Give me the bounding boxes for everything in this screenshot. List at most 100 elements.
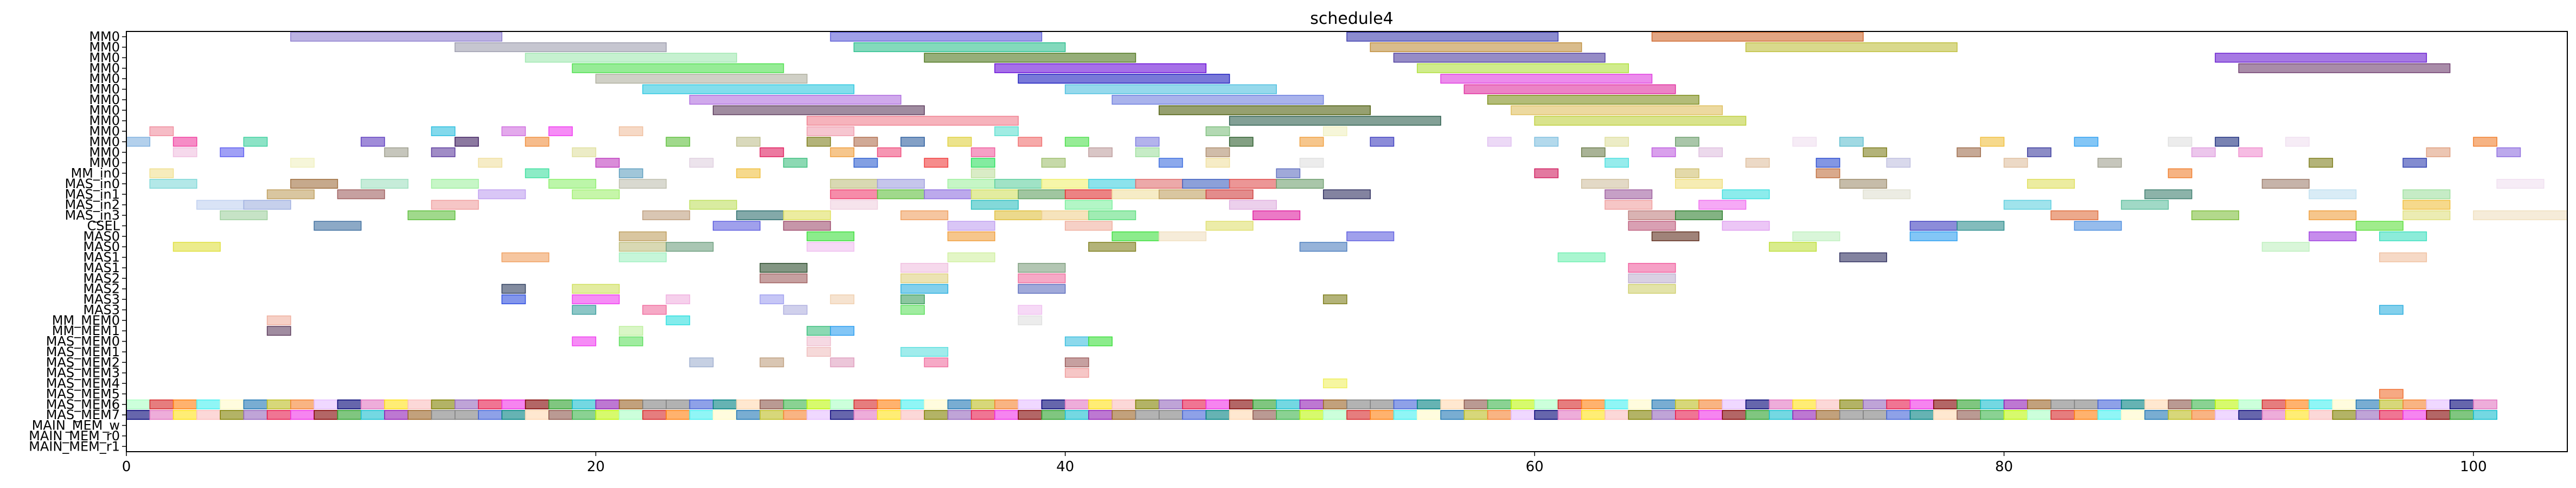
task-bar: [2215, 53, 2427, 63]
task-bar: [1018, 273, 1066, 284]
task-bar: [1957, 399, 1981, 409]
task-bar: [1393, 410, 1418, 420]
task-bar: [1557, 399, 1582, 409]
row-label: MAIN_MEM_w: [32, 418, 120, 433]
task-bar: [384, 410, 408, 420]
task-bar: [431, 147, 456, 157]
task-bar: [853, 158, 878, 168]
task-bar: [2050, 399, 2075, 409]
row-label: MAS_in0: [65, 176, 120, 191]
task-bar: [666, 137, 691, 147]
task-bar: [2379, 399, 2404, 409]
row-label: MAS_MEM0: [46, 334, 120, 349]
task-bar: [525, 137, 549, 147]
task-bar: [1370, 137, 1395, 147]
task-bar: [455, 137, 479, 147]
task-bar: [2168, 168, 2193, 178]
task-bar: [172, 242, 221, 252]
task-bar: [2261, 410, 2286, 420]
task-bar: [1018, 262, 1066, 273]
task-bar: [1816, 158, 1840, 168]
task-bar: [900, 262, 949, 273]
task-bar: [266, 410, 291, 420]
task-bar: [807, 399, 831, 409]
task-bar: [314, 410, 338, 420]
task-bar: [1886, 399, 1911, 409]
task-bar: [2355, 410, 2380, 420]
task-bar: [1933, 399, 1958, 409]
task-bar: [172, 147, 197, 157]
task-bar: [689, 357, 714, 368]
task-bar: [1018, 305, 1043, 315]
task-bar: [618, 252, 667, 262]
row-label: MM0: [89, 113, 120, 129]
task-bar: [290, 31, 503, 42]
task-bar: [2168, 410, 2193, 420]
task-bar: [2379, 389, 2404, 399]
task-bar: [337, 399, 362, 409]
task-bar: [572, 147, 597, 157]
task-bar: [994, 399, 1019, 409]
task-bar: [1041, 210, 1089, 221]
task-bar: [666, 315, 691, 325]
task-bar: [1065, 189, 1113, 200]
task-bar: [243, 410, 268, 420]
task-bar: [807, 336, 831, 346]
task-bar: [642, 84, 855, 94]
x-tick-label: 60: [1526, 459, 1544, 475]
task-bar: [1581, 410, 1606, 420]
task-bar: [2402, 189, 2451, 200]
task-bar: [220, 399, 245, 409]
task-bar: [618, 178, 667, 189]
row-label: MAS_MEM1: [46, 344, 120, 359]
task-bar: [1698, 200, 1747, 210]
task-bar: [1863, 410, 1887, 420]
task-bar: [1675, 210, 1723, 221]
task-bar: [1065, 368, 1089, 378]
task-bar: [1487, 410, 1512, 420]
task-bar: [1065, 336, 1089, 346]
task-bar: [572, 189, 620, 200]
task-bar: [807, 410, 831, 420]
task-bar: [2379, 252, 2427, 262]
task-bar: [830, 357, 855, 368]
task-bar: [1088, 210, 1136, 221]
task-bar: [1229, 399, 1254, 409]
task-bar: [1299, 399, 1324, 409]
task-bar: [1346, 399, 1371, 409]
row-label: MM0: [89, 29, 120, 44]
task-bar: [1182, 410, 1207, 420]
task-bar: [1135, 410, 1160, 420]
task-bar: [1839, 399, 1864, 409]
task-bar: [1675, 410, 1699, 420]
task-bar: [807, 346, 831, 357]
task-bar: [407, 410, 432, 420]
task-bar: [1816, 168, 1840, 178]
task-bar: [1322, 126, 1347, 137]
task-bar: [1628, 210, 1676, 221]
task-bar: [783, 158, 808, 168]
task-bar: [1463, 410, 1488, 420]
task-bar: [853, 42, 1066, 53]
task-bar: [1722, 221, 1770, 231]
task-bar: [1229, 200, 1277, 210]
task-bar: [1322, 294, 1347, 305]
task-bar: [2074, 410, 2099, 420]
task-bar: [1135, 178, 1183, 189]
task-bar: [666, 294, 691, 305]
task-bar: [1205, 147, 1230, 157]
task-bar: [149, 126, 174, 137]
task-bar: [1698, 410, 1723, 420]
row-label: MM0: [89, 124, 120, 139]
row-label: MM_in0: [71, 166, 120, 181]
task-bar: [736, 410, 761, 420]
task-bar: [266, 399, 291, 409]
task-bar: [572, 410, 597, 420]
task-bar: [1605, 399, 1629, 409]
task-bar: [1111, 189, 1160, 200]
task-bar: [384, 147, 408, 157]
task-bar: [1018, 399, 1043, 409]
task-bar: [759, 357, 784, 368]
task-bar: [924, 357, 949, 368]
task-bar: [1463, 399, 1488, 409]
